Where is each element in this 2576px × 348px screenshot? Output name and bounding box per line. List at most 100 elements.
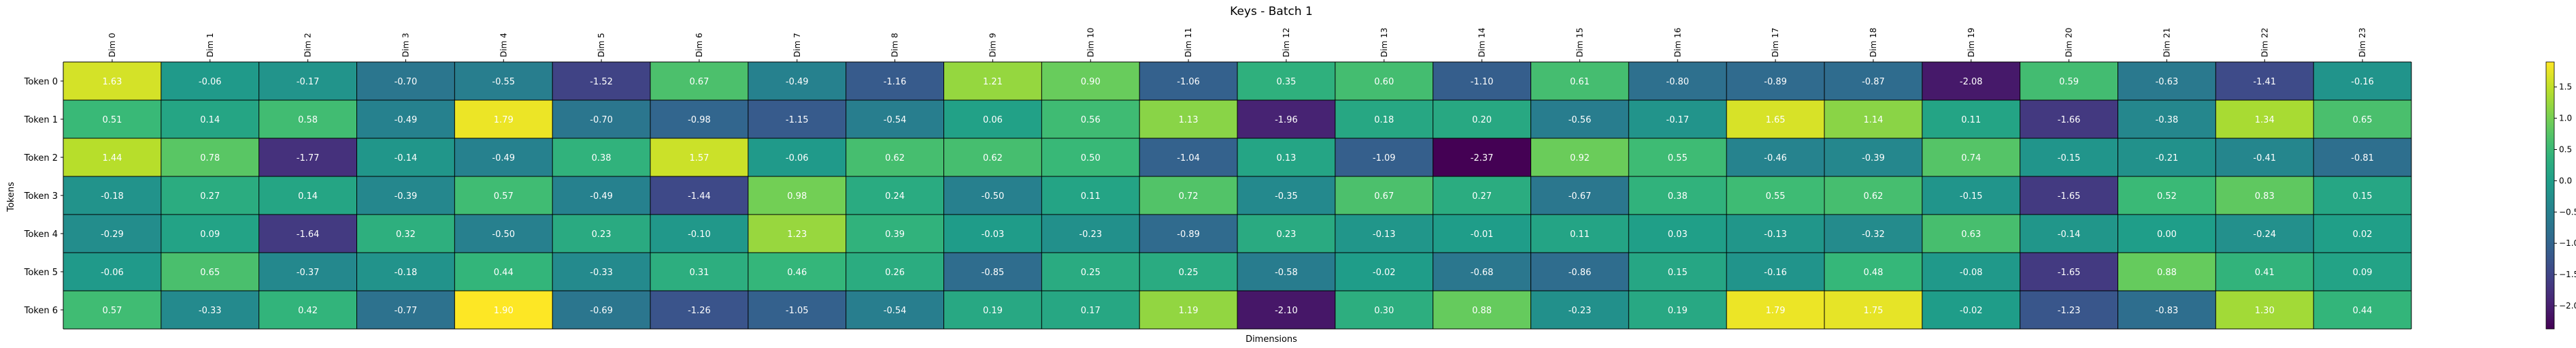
heatmap-cell [748,215,846,253]
heatmap-cell [943,62,1042,100]
cell-value-label: -1.52 [590,77,613,87]
cell-value-label: 1.34 [2255,115,2275,125]
heatmap-cell [2313,291,2411,329]
cell-value-label: -0.68 [1471,268,1494,278]
cell-value-label: 0.14 [200,115,220,125]
cell-value-label: -0.03 [982,230,1005,240]
cell-value-label: 1.13 [1179,115,1199,125]
cell-value-label: 0.24 [885,191,905,202]
heatmap-cell [356,215,455,253]
cell-value-label: 0.13 [1276,153,1296,163]
heatmap-cell [1628,100,1727,138]
cell-value-label: -0.54 [884,306,907,316]
cell-value-label: -2.37 [1471,153,1494,163]
cell-value-label: -0.14 [395,153,418,163]
cell-value-label: -0.56 [1569,115,1592,125]
cell-value-label: 1.30 [2255,306,2275,316]
cell-value-label: -0.39 [395,191,418,202]
cell-value-label: 0.32 [396,230,416,240]
x-tick-labels: Dim 0 Dim 1 Dim 2 Dim 3 Dim 4 Dim 5 Dim 6 Dim 7… [107,28,2367,62]
heatmap-cell [943,215,1042,253]
heatmap-cell [1139,138,1237,176]
cell-value-label: 0.50 [1081,153,1101,163]
heatmap-cell [2020,138,2118,176]
x-tick-label: Dim 9 [988,33,997,57]
heatmap-cell [454,215,553,253]
heatmap-cell [1139,291,1237,329]
heatmap-cell [1824,253,1922,291]
cell-value-label: 0.14 [298,191,318,202]
cell-value-label: 0.56 [1081,115,1101,125]
colorbar-tick-label: 0.0 [2559,176,2572,185]
heatmap-cell [1628,176,1727,215]
cell-value-label: 0.67 [1374,191,1394,202]
heatmap-cell [552,215,650,253]
heatmap-cell [2215,215,2314,253]
heatmap-cell [943,176,1042,215]
heatmap-cell [552,176,650,215]
cell-value-label: 1.57 [689,153,709,163]
cell-value-label: 0.02 [2353,230,2373,240]
x-tick-label: Dim 3 [401,33,410,57]
heatmap-cell [1335,215,1433,253]
cell-value-label: 0.30 [1374,306,1394,316]
cell-value-label: 0.41 [2255,268,2275,278]
heatmap-cell [748,253,846,291]
cell-value-label: -0.69 [590,306,613,316]
cell-value-label: -0.83 [2156,306,2179,316]
heatmap-cell [1237,138,1335,176]
colorbar-tick-label: 1.5 [2559,82,2572,92]
heatmap-cell [1041,253,1140,291]
cell-value-label: -0.16 [2351,77,2374,87]
heatmap-cell [1530,62,1629,100]
heatmap-cell [454,291,553,329]
heatmap-cell [1433,62,1531,100]
cell-value-label: 1.21 [983,77,1003,87]
cell-value-label: -1.41 [2253,77,2276,87]
colorbar-gradient [2545,61,2555,330]
cell-value-label: -0.08 [1960,268,1983,278]
heatmap-cell [2020,176,2118,215]
cell-value-label: 0.62 [1863,191,1883,202]
x-tick-label: Dim 13 [1379,28,1389,57]
cell-value-label: 1.79 [494,115,514,125]
heatmap-cell [1335,62,1433,100]
cell-value-label: -0.13 [1373,230,1396,240]
heatmap-cell [846,253,944,291]
cell-value-label: -1.10 [1471,77,1494,87]
cell-value-label: 1.14 [1863,115,1883,125]
heatmap-cell [1041,100,1140,138]
cell-value-label: 1.90 [494,306,514,316]
cell-value-label: -0.06 [199,77,222,87]
cell-value-label: 0.38 [1668,191,1688,202]
x-tick-label: Dim 14 [1477,28,1487,57]
cell-value-label: -0.70 [590,115,613,125]
colorbar-tick-label: 1.0 [2559,114,2572,123]
heatmap-cell [258,62,357,100]
cell-value-label: -1.06 [1177,77,1200,87]
cell-value-label: -1.23 [2058,306,2081,316]
heatmap-cell [1922,253,2020,291]
cell-value-label: -1.16 [884,77,907,87]
heatmap-cell [1433,215,1531,253]
cell-value-label: 0.23 [1276,230,1296,240]
cell-value-label: 0.38 [592,153,612,163]
heatmap-cell [63,176,161,215]
cell-value-label: -1.26 [688,306,711,316]
heatmap-cell [2313,138,2411,176]
heatmap-cell [552,253,650,291]
heatmap-cell [161,62,259,100]
heatmap-cell [1237,176,1335,215]
heatmap-cell [1433,176,1531,215]
heatmap-cell [1530,138,1629,176]
colorbar-tick-label: −0.5 [2559,207,2576,217]
cell-value-label: 0.15 [2353,191,2373,202]
heatmap-cell [1335,100,1433,138]
cell-value-label: 0.06 [983,115,1003,125]
cell-value-label: -1.64 [297,230,320,240]
heatmap-cell [161,215,259,253]
cell-value-label: 0.15 [1668,268,1688,278]
heatmap-cell [454,176,553,215]
cell-value-label: -0.89 [1177,230,1200,240]
heatmap-cell [2215,62,2314,100]
